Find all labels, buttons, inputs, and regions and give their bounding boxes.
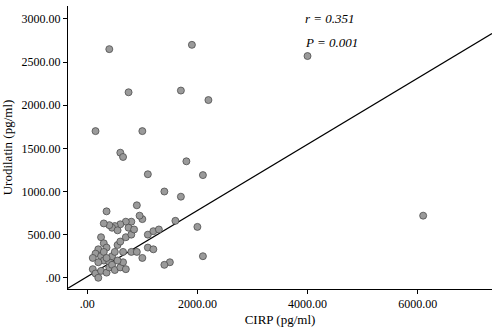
svg-text:1000.00: 1000.00 [22, 185, 61, 199]
svg-text:.00: .00 [80, 297, 95, 311]
svg-text:500.00: 500.00 [28, 228, 61, 242]
svg-text:2000.00: 2000.00 [22, 98, 61, 112]
svg-text:2000.00: 2000.00 [178, 297, 217, 311]
svg-text:6000.00: 6000.00 [398, 297, 437, 311]
svg-text:r = 0.351: r = 0.351 [305, 11, 355, 26]
svg-text:Urodilatin (pg/ml): Urodilatin (pg/ml) [0, 100, 15, 196]
svg-text:P = 0.001: P = 0.001 [305, 35, 358, 50]
svg-text:3000.00: 3000.00 [22, 12, 61, 26]
svg-text:4000.00: 4000.00 [288, 297, 327, 311]
svg-text:1500.00: 1500.00 [22, 142, 61, 156]
svg-text:CIRP (pg/ml): CIRP (pg/ml) [245, 312, 316, 327]
svg-text:2500.00: 2500.00 [22, 55, 61, 69]
svg-text:.00: .00 [46, 271, 61, 285]
